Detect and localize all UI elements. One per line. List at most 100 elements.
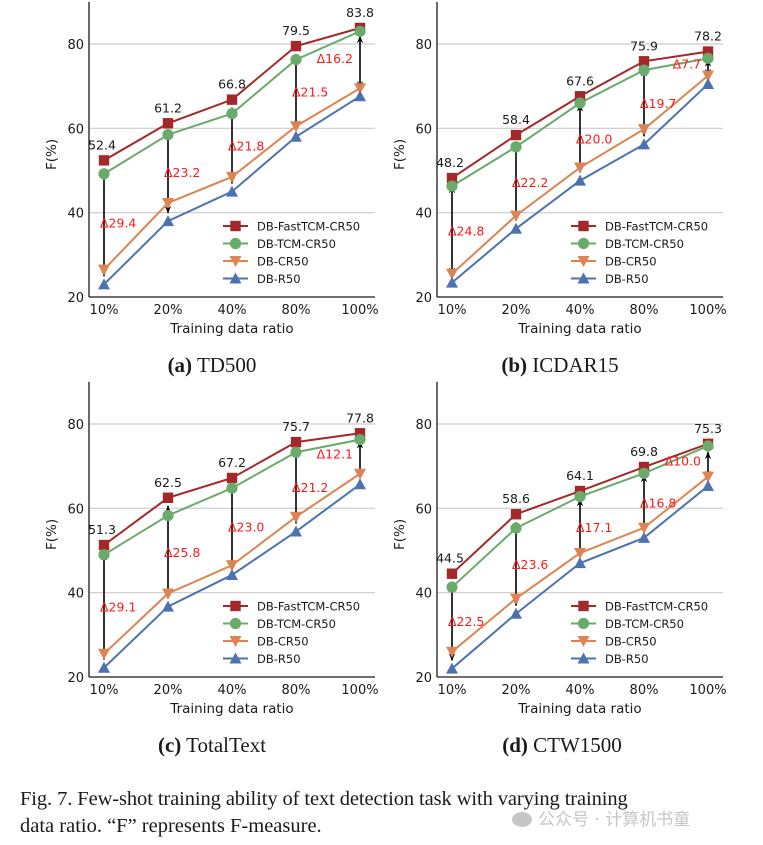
data-point-db-r50 (638, 138, 650, 150)
x-tick-label: 100% (341, 683, 378, 698)
data-point-db-fasttcm-cr50 (290, 40, 302, 52)
data-point-db-cr50 (638, 522, 650, 534)
x-tick-label: 40% (218, 683, 247, 698)
x-tick-label: 40% (566, 683, 595, 698)
value-label: 66.8 (218, 77, 246, 92)
subcaption-a-title: TD500 (197, 353, 257, 377)
legend-item: DB-R50 (571, 272, 649, 286)
value-label: 83.8 (346, 5, 374, 20)
y-axis-label: F(%) (44, 519, 60, 550)
subcaption-a: (a) TD500 (168, 353, 257, 377)
legend: DB-FastTCM-CR50 DB-TCM-CR50 DB-CR50 DB-R50 (223, 600, 360, 666)
x-tick-label: 20% (154, 303, 183, 318)
watermark: 公众号 · 计算机书童 (512, 805, 690, 830)
data-point-db-tcm-cr50 (574, 97, 586, 109)
value-label: 48.2 (436, 155, 464, 170)
delta-label: Δ25.8 (164, 545, 200, 560)
subcaption-b-label: (b) (501, 353, 527, 377)
data-point-db-r50 (98, 661, 110, 673)
data-point-db-r50 (290, 130, 302, 142)
panel-d: 20 40 60 80 10% 20% 40% 80% 100% Training data ra… (392, 381, 727, 717)
y-tick-label: 60 (415, 502, 432, 517)
figure-caption-line-2: data ratio. “F” represents F-measure. (20, 815, 322, 837)
data-point-db-fasttcm-cr50 (638, 461, 650, 473)
figure-caption-line-1: Fig. 7. Few-shot training ability of tex… (20, 788, 628, 810)
data-point-db-fasttcm-cr50 (702, 46, 714, 57)
delta-label: Δ16.2 (317, 51, 353, 66)
legend-item: DB-R50 (571, 652, 649, 666)
value-label: 78.2 (694, 29, 722, 44)
y-tick-label: 60 (67, 122, 84, 137)
data-point-db-fasttcm-cr50 (446, 568, 458, 579)
value-label: 75.9 (630, 38, 658, 53)
legend-item: DB-CR50 (223, 255, 309, 269)
data-point-db-cr50 (510, 593, 522, 605)
y-axis-label: F(%) (392, 139, 408, 170)
panel-a: 20 40 60 80 10% 20% 40% 80% 100% Training data ra… (44, 1, 379, 337)
legend-label: DB-R50 (605, 272, 649, 286)
legend-label: DB-FastTCM-CR50 (605, 600, 708, 614)
data-point-db-cr50 (226, 560, 238, 572)
y-tick-label: 60 (67, 502, 84, 517)
value-label: 44.5 (436, 551, 464, 566)
y-axis-label: F(%) (44, 139, 60, 170)
data-point-db-tcm-cr50 (702, 440, 714, 452)
data-point-db-cr50 (162, 588, 174, 600)
delta-label: Δ23.2 (164, 165, 200, 180)
legend-item: DB-CR50 (223, 635, 309, 649)
data-point-db-r50 (638, 531, 650, 543)
data-point-db-r50 (446, 276, 458, 288)
subcaption-d-label: (d) (502, 733, 528, 757)
x-tick-label: 100% (689, 683, 726, 698)
value-label: 64.1 (566, 468, 594, 483)
delta-label: Δ23.0 (228, 519, 264, 534)
legend-label: DB-CR50 (605, 255, 657, 269)
y-tick-label: 80 (415, 38, 432, 53)
value-label: 51.3 (88, 522, 116, 537)
legend-marker-triangle-up-icon (577, 272, 590, 284)
data-point-db-fasttcm-cr50 (162, 492, 174, 503)
legend-marker-triangle-up-icon (229, 652, 242, 664)
data-point-db-r50 (574, 174, 586, 186)
legend-label: DB-TCM-CR50 (257, 237, 336, 251)
delta-label: Δ22.2 (512, 175, 548, 190)
data-point-db-r50 (162, 600, 174, 612)
y-tick-label: 40 (415, 207, 432, 222)
data-point-db-cr50 (162, 197, 174, 209)
legend-marker-circle-icon (229, 237, 242, 250)
delta-label: Δ21.8 (228, 139, 264, 154)
legend-item: DB-FastTCM-CR50 (571, 600, 708, 614)
data-point-db-tcm-cr50 (354, 434, 366, 446)
data-point-db-tcm-cr50 (354, 25, 366, 37)
delta-label: Δ22.5 (448, 614, 484, 629)
data-point-db-cr50 (290, 121, 302, 133)
data-point-db-cr50 (574, 162, 586, 174)
x-tick-label: 100% (689, 303, 726, 318)
data-point-db-fasttcm-cr50 (98, 539, 110, 551)
legend-item: DB-R50 (223, 652, 301, 666)
subcaption-d: (d) CTW1500 (502, 733, 622, 757)
data-point-db-tcm-cr50 (638, 467, 650, 479)
data-point-db-fasttcm-cr50 (638, 56, 650, 67)
data-point-db-r50 (354, 478, 366, 490)
value-label: 61.2 (154, 100, 182, 115)
legend-marker-circle-icon (577, 237, 590, 250)
value-label: 67.6 (566, 73, 594, 88)
data-point-db-fasttcm-cr50 (162, 118, 174, 129)
data-point-db-cr50 (702, 70, 714, 82)
subcaption-b: (b) ICDAR15 (501, 353, 618, 377)
data-point-db-fasttcm-cr50 (290, 436, 302, 448)
legend-label: DB-CR50 (257, 255, 309, 269)
data-point-db-fasttcm-cr50 (446, 172, 458, 184)
data-point-db-fasttcm-cr50 (510, 129, 522, 141)
legend-item: DB-FastTCM-CR50 (571, 220, 708, 234)
data-point-db-cr50 (226, 171, 238, 183)
legend-marker-square-icon (230, 600, 241, 612)
data-point-db-cr50 (638, 124, 650, 136)
y-tick-label: 40 (415, 587, 432, 602)
data-point-db-tcm-cr50 (510, 522, 522, 534)
legend-label: DB-TCM-CR50 (605, 617, 684, 631)
data-point-db-fasttcm-cr50 (226, 94, 238, 105)
data-point-db-fasttcm-cr50 (354, 428, 366, 439)
value-label: 67.2 (218, 455, 246, 470)
